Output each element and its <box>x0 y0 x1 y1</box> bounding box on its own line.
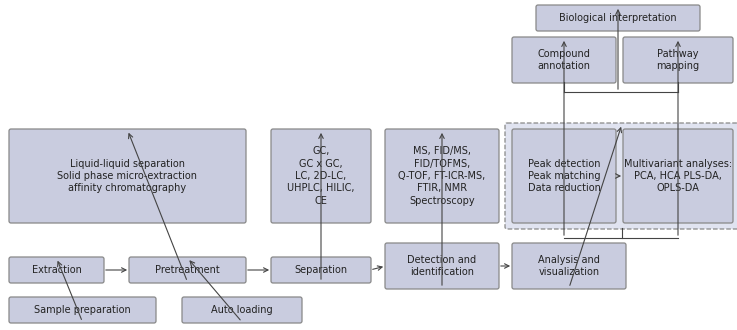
FancyBboxPatch shape <box>9 257 104 283</box>
FancyBboxPatch shape <box>271 129 371 223</box>
Text: Peak detection
Peak matching
Data reduction: Peak detection Peak matching Data reduct… <box>528 159 601 193</box>
Text: Multivariant analyses:
PCA, HCA PLS-DA,
OPLS-DA: Multivariant analyses: PCA, HCA PLS-DA, … <box>624 159 732 193</box>
FancyBboxPatch shape <box>182 297 302 323</box>
Text: Pretreatment: Pretreatment <box>155 265 220 275</box>
Text: Analysis and
visualization: Analysis and visualization <box>538 255 600 277</box>
FancyBboxPatch shape <box>512 243 626 289</box>
Text: Liquid-liquid separation
Solid phase micro-extraction
affinity chromatography: Liquid-liquid separation Solid phase mic… <box>57 159 198 193</box>
Text: Pathway
mapping: Pathway mapping <box>657 49 699 71</box>
FancyBboxPatch shape <box>385 129 499 223</box>
FancyBboxPatch shape <box>9 129 246 223</box>
Text: GC,
GC x GC,
LC, 2D-LC,
UHPLC, HILIC,
CE: GC, GC x GC, LC, 2D-LC, UHPLC, HILIC, CE <box>287 146 354 206</box>
Text: Sample preparation: Sample preparation <box>34 305 131 315</box>
FancyBboxPatch shape <box>505 123 737 229</box>
Text: Extraction: Extraction <box>32 265 81 275</box>
FancyBboxPatch shape <box>512 37 616 83</box>
FancyBboxPatch shape <box>385 243 499 289</box>
Text: Detection and
identification: Detection and identification <box>408 255 477 277</box>
FancyBboxPatch shape <box>9 297 156 323</box>
FancyBboxPatch shape <box>271 257 371 283</box>
Text: MS, FID/MS,
FID/TOFMS,
Q-TOF, FT-ICR-MS,
FTIR, NMR
Spectroscopy: MS, FID/MS, FID/TOFMS, Q-TOF, FT-ICR-MS,… <box>399 146 486 206</box>
FancyBboxPatch shape <box>512 129 616 223</box>
FancyBboxPatch shape <box>536 5 700 31</box>
Text: Biological interpretation: Biological interpretation <box>559 13 677 23</box>
FancyBboxPatch shape <box>129 257 246 283</box>
Text: Separation: Separation <box>295 265 348 275</box>
FancyBboxPatch shape <box>623 129 733 223</box>
Text: Auto loading: Auto loading <box>212 305 273 315</box>
FancyBboxPatch shape <box>623 37 733 83</box>
Text: Compound
annotation: Compound annotation <box>537 49 590 71</box>
